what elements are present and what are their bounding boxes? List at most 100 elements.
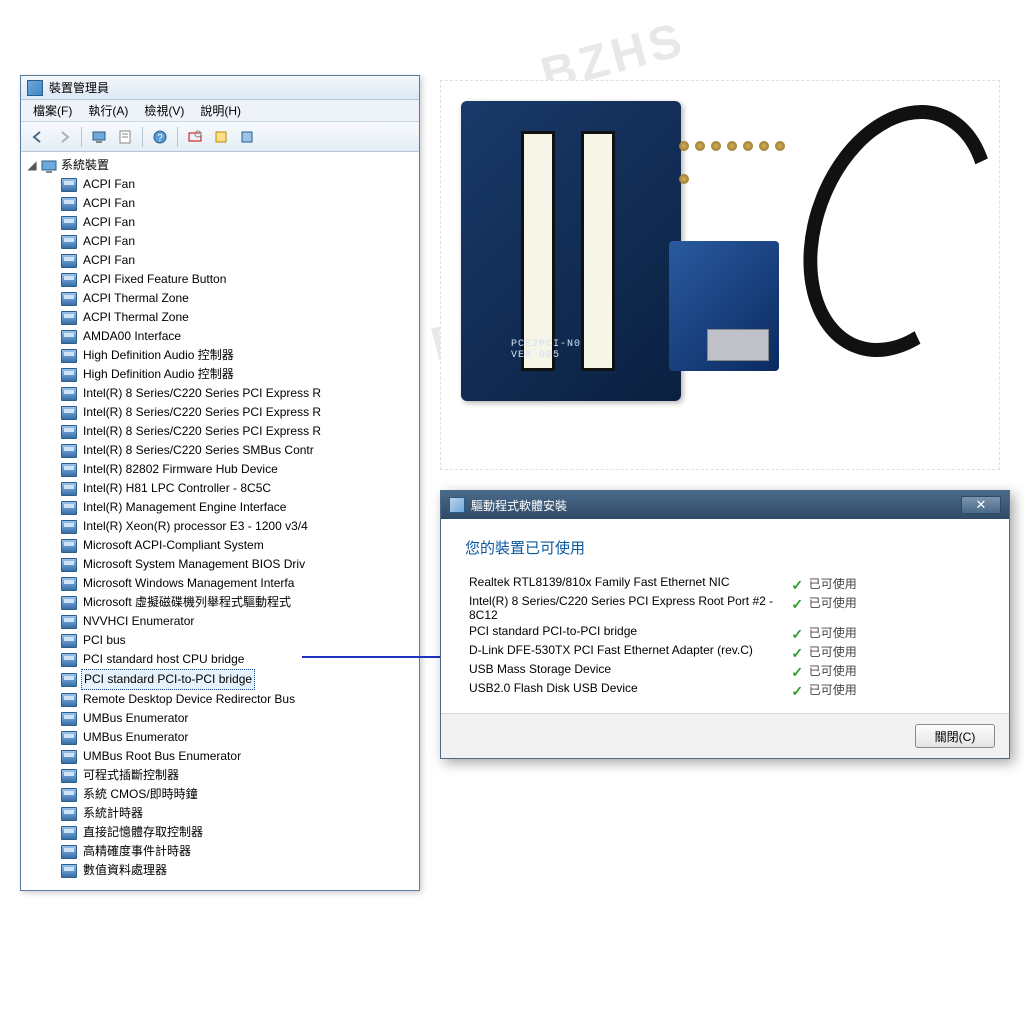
device-tree-item[interactable]: 可程式插斷控制器 bbox=[23, 766, 417, 785]
device-icon bbox=[61, 349, 77, 363]
device-tree-item[interactable]: ACPI Fan bbox=[23, 251, 417, 270]
device-tree-item[interactable]: 數值資料處理器 bbox=[23, 861, 417, 880]
device-tree-item[interactable]: UMBus Enumerator bbox=[23, 709, 417, 728]
device-label: 可程式插斷控制器 bbox=[81, 766, 181, 785]
device-tree-item[interactable]: Intel(R) 8 Series/C220 Series PCI Expres… bbox=[23, 422, 417, 441]
device-label: ACPI Thermal Zone bbox=[81, 308, 191, 327]
device-tree-item[interactable]: Remote Desktop Device Redirector Bus bbox=[23, 690, 417, 709]
driver-status-row: Realtek RTL8139/810x Family Fast Etherne… bbox=[465, 574, 985, 593]
device-tree-item[interactable]: PCI standard host CPU bridge bbox=[23, 650, 417, 669]
device-icon bbox=[61, 444, 77, 458]
device-label: ACPI Fan bbox=[81, 251, 137, 270]
device-tree-item[interactable]: 系統 CMOS/即時時鐘 bbox=[23, 785, 417, 804]
dialog-close-x[interactable]: ✕ bbox=[961, 496, 1001, 514]
device-tree-item[interactable]: 系統計時器 bbox=[23, 804, 417, 823]
device-icon bbox=[61, 387, 77, 401]
menu-view[interactable]: 檢視(V) bbox=[136, 100, 192, 121]
toolbar-back-icon[interactable] bbox=[27, 126, 49, 148]
devmgr-icon bbox=[27, 80, 43, 96]
toolbar-scan-icon[interactable] bbox=[184, 126, 206, 148]
device-label: Microsoft 虛擬磁碟機列舉程式驅動程式 bbox=[81, 593, 293, 612]
device-tree-item[interactable]: Intel(R) 8 Series/C220 Series PCI Expres… bbox=[23, 403, 417, 422]
check-icon bbox=[791, 596, 805, 610]
driver-name: PCI standard PCI-to-PCI bridge bbox=[465, 623, 787, 642]
device-tree-item[interactable]: Intel(R) Management Engine Interface bbox=[23, 498, 417, 517]
device-tree-item[interactable]: ACPI Thermal Zone bbox=[23, 289, 417, 308]
tree-root-system-devices[interactable]: ◢ 系統裝置 bbox=[23, 156, 417, 175]
device-icon bbox=[61, 539, 77, 553]
device-icon bbox=[61, 463, 77, 477]
device-tree-item[interactable]: AMDA00 Interface bbox=[23, 327, 417, 346]
devmgr-menubar: 檔案(F) 執行(A) 檢視(V) 說明(H) bbox=[21, 100, 419, 122]
driver-status: 已可使用 bbox=[787, 574, 985, 593]
device-tree-item[interactable]: PCI bus bbox=[23, 631, 417, 650]
device-tree-item[interactable]: High Definition Audio 控制器 bbox=[23, 346, 417, 365]
device-tree-item[interactable]: NVVHCI Enumerator bbox=[23, 612, 417, 631]
device-icon bbox=[61, 596, 77, 610]
device-tree-item[interactable]: High Definition Audio 控制器 bbox=[23, 365, 417, 384]
pcb-silkscreen: PCE2PCI-N01 VER 005 bbox=[511, 339, 588, 361]
device-tree-item[interactable]: Microsoft 虛擬磁碟機列舉程式驅動程式 bbox=[23, 593, 417, 612]
driver-status-row: D-Link DFE-530TX PCI Fast Ethernet Adapt… bbox=[465, 642, 985, 661]
device-label: ACPI Fan bbox=[81, 175, 137, 194]
driver-status: 已可使用 bbox=[787, 623, 985, 642]
device-tree-item[interactable]: Intel(R) 82802 Firmware Hub Device bbox=[23, 460, 417, 479]
devmgr-tree[interactable]: ◢ 系統裝置 ACPI FanACPI FanACPI FanACPI FanA… bbox=[21, 152, 419, 890]
toolbar-properties-icon[interactable] bbox=[114, 126, 136, 148]
device-manager-window: 裝置管理員 檔案(F) 執行(A) 檢視(V) 說明(H) ? ◢ 系統裝置 A… bbox=[20, 75, 420, 891]
device-label: ACPI Fan bbox=[81, 213, 137, 232]
toolbar-update-icon[interactable] bbox=[210, 126, 232, 148]
device-tree-item[interactable]: UMBus Enumerator bbox=[23, 728, 417, 747]
device-tree-item[interactable]: ACPI Fan bbox=[23, 194, 417, 213]
device-label: Microsoft ACPI-Compliant System bbox=[81, 536, 266, 555]
toolbar-computer-icon[interactable] bbox=[88, 126, 110, 148]
driver-status-row: Intel(R) 8 Series/C220 Series PCI Expres… bbox=[465, 593, 985, 623]
device-label: ACPI Fixed Feature Button bbox=[81, 270, 228, 289]
menu-help[interactable]: 說明(H) bbox=[192, 100, 249, 121]
device-tree-item[interactable]: UMBus Root Bus Enumerator bbox=[23, 747, 417, 766]
device-tree-item[interactable]: PCI standard PCI-to-PCI bridge bbox=[23, 669, 417, 690]
devmgr-titlebar[interactable]: 裝置管理員 bbox=[21, 76, 419, 100]
driver-name: D-Link DFE-530TX PCI Fast Ethernet Adapt… bbox=[465, 642, 787, 661]
device-tree-item[interactable]: ACPI Fixed Feature Button bbox=[23, 270, 417, 289]
device-tree-item[interactable]: ACPI Thermal Zone bbox=[23, 308, 417, 327]
expand-icon[interactable]: ◢ bbox=[27, 156, 37, 175]
menu-file[interactable]: 檔案(F) bbox=[25, 100, 80, 121]
device-tree-item[interactable]: Intel(R) 8 Series/C220 Series PCI Expres… bbox=[23, 384, 417, 403]
driver-status: 已可使用 bbox=[787, 642, 985, 661]
device-tree-item[interactable]: 直接記憶體存取控制器 bbox=[23, 823, 417, 842]
device-tree-item[interactable]: Microsoft ACPI-Compliant System bbox=[23, 536, 417, 555]
device-icon bbox=[61, 501, 77, 515]
device-tree-item[interactable]: 高精確度事件計時器 bbox=[23, 842, 417, 861]
device-icon bbox=[61, 273, 77, 287]
device-icon bbox=[61, 845, 77, 859]
device-icon bbox=[61, 425, 77, 439]
device-tree-item[interactable]: Microsoft System Management BIOS Driv bbox=[23, 555, 417, 574]
device-icon bbox=[61, 731, 77, 745]
check-icon bbox=[791, 683, 805, 697]
driver-status: 已可使用 bbox=[787, 593, 985, 623]
device-icon bbox=[61, 864, 77, 878]
driver-status: 已可使用 bbox=[787, 680, 985, 699]
device-label: NVVHCI Enumerator bbox=[81, 612, 196, 631]
device-icon bbox=[61, 653, 77, 667]
toolbar-forward-icon[interactable] bbox=[53, 126, 75, 148]
device-icon bbox=[61, 235, 77, 249]
device-tree-item[interactable]: ACPI Fan bbox=[23, 213, 417, 232]
device-icon bbox=[61, 292, 77, 306]
menu-action[interactable]: 執行(A) bbox=[80, 100, 136, 121]
device-tree-item[interactable]: ACPI Fan bbox=[23, 175, 417, 194]
device-tree-item[interactable]: Intel(R) 8 Series/C220 Series SMBus Cont… bbox=[23, 441, 417, 460]
dialog-titlebar[interactable]: 驅動程式軟體安裝 ✕ bbox=[441, 491, 1009, 519]
toolbar-help-icon[interactable]: ? bbox=[149, 126, 171, 148]
toolbar-uninstall-icon[interactable] bbox=[236, 126, 258, 148]
close-button[interactable]: 關閉(C) bbox=[915, 724, 995, 748]
device-label: 系統 CMOS/即時時鐘 bbox=[81, 785, 200, 804]
check-icon bbox=[791, 664, 805, 678]
driver-name: USB Mass Storage Device bbox=[465, 661, 787, 680]
device-tree-item[interactable]: Microsoft Windows Management Interfa bbox=[23, 574, 417, 593]
device-icon bbox=[61, 216, 77, 230]
device-tree-item[interactable]: Intel(R) H81 LPC Controller - 8C5C bbox=[23, 479, 417, 498]
device-tree-item[interactable]: ACPI Fan bbox=[23, 232, 417, 251]
device-tree-item[interactable]: Intel(R) Xeon(R) processor E3 - 1200 v3/… bbox=[23, 517, 417, 536]
